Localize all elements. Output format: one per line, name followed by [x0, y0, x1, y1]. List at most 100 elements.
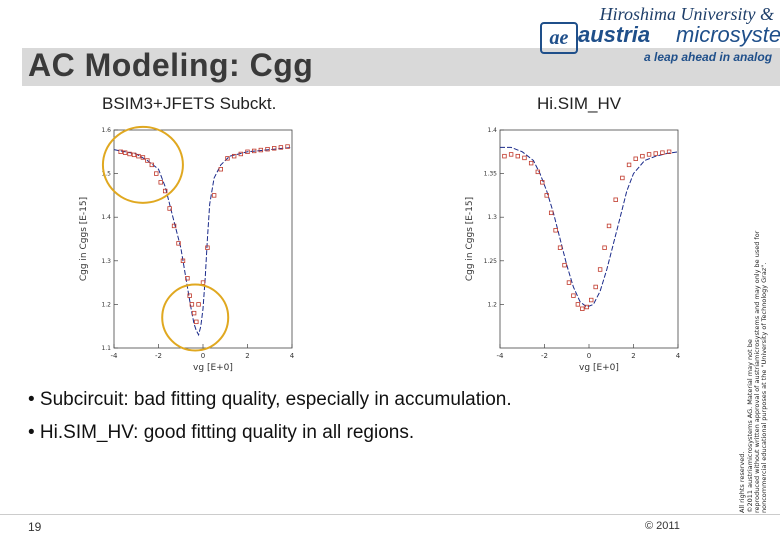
x-tick-label: 2: [245, 352, 249, 360]
measured-point: [660, 150, 665, 155]
measured-point: [171, 223, 177, 229]
measured-point: [271, 146, 277, 151]
y-tick-label: 1.25: [484, 258, 498, 265]
measured-point: [127, 151, 132, 157]
measured-point: [191, 310, 197, 316]
page-number: 19: [28, 520, 42, 534]
measured-point: [158, 180, 163, 185]
measured-point: [238, 151, 244, 157]
measured-point: [278, 145, 284, 150]
x-tick-label: 4: [290, 352, 295, 360]
measured-point: [653, 151, 658, 156]
x-axis-label: vg [E+0]: [579, 363, 619, 373]
measured-point: [218, 167, 223, 172]
measured-point: [200, 280, 206, 285]
highlight-circle: [161, 283, 230, 352]
legal-line-3: reproduced without written approval of a…: [753, 230, 761, 513]
bullet-hisim: • Hi.SIM_HV: good fitting quality in all…: [28, 422, 415, 443]
measured-point: [548, 210, 554, 216]
y-tick-label: 1.5: [101, 171, 111, 178]
measured-point: [265, 146, 270, 152]
footer-copyright: © 2011: [645, 520, 680, 532]
measured-point: [180, 258, 186, 263]
measured-point: [508, 152, 514, 157]
measured-point: [646, 152, 652, 157]
x-axis-label: vg [E+0]: [193, 363, 233, 373]
y-tick-label: 1.2: [101, 301, 111, 308]
measured-point: [251, 148, 257, 154]
measured-point: [245, 149, 250, 154]
measured-point: [553, 228, 558, 233]
measured-point: [535, 169, 541, 175]
y-tick-label: 1.6: [101, 127, 111, 134]
y-axis-label: Cgg in Cggs [E-15]: [465, 197, 475, 281]
model-curve-line: [113, 146, 293, 337]
measured-point: [162, 188, 168, 194]
model-curve-line: [500, 146, 679, 308]
measured-point: [154, 171, 159, 176]
measured-point: [566, 280, 572, 285]
measured-point: [187, 293, 192, 298]
measured-point: [540, 180, 545, 185]
measured-point: [620, 175, 625, 181]
measured-point: [118, 149, 123, 154]
x-tick-label: -2: [541, 352, 548, 360]
title-bar: [22, 48, 780, 86]
measured-point: [211, 193, 217, 198]
measured-point: [145, 158, 150, 163]
y-axis-label: Cgg in Cggs [E-15]: [79, 197, 89, 281]
measured-point: [597, 267, 603, 272]
measured-point: [606, 223, 612, 229]
measured-point: [167, 206, 172, 211]
measured-point: [544, 193, 549, 198]
x-tick-label: -4: [111, 352, 119, 360]
measured-point: [613, 197, 618, 202]
footer-divider: [0, 514, 780, 515]
y-tick-label: 1.2: [487, 301, 497, 308]
measured-point: [149, 162, 155, 168]
side-legal-notice: All rights reserved. ©2011 austriamicros…: [738, 230, 768, 513]
brand-tagline: a leap ahead in analog: [644, 50, 773, 64]
measured-point: [515, 153, 520, 159]
slide-title: AC Modeling: Cgg: [28, 47, 314, 83]
measured-point: [122, 150, 128, 155]
measured-point: [589, 297, 594, 303]
x-tick-label: 2: [631, 352, 635, 360]
measured-point: [225, 156, 230, 161]
left-chart: -4 -2 0 2 4 1.1 1.2 1.3 1.4 1.5 1.6 vg [E+0] Cgg in …: [79, 125, 295, 373]
measured-point: [640, 153, 645, 159]
measured-point: [231, 153, 237, 159]
legal-line-4: noncommercial educational purposes at th…: [760, 263, 768, 513]
x-tick-label: -4: [497, 352, 505, 360]
measured-point: [633, 156, 638, 161]
measured-point: [502, 153, 507, 159]
brand-logo-mark: ae: [540, 22, 578, 54]
brand-name-part1: austria: [578, 22, 651, 47]
measured-point: [205, 245, 210, 250]
institution-name: Hiroshima University &: [599, 4, 774, 24]
x-tick-label: 0: [201, 352, 205, 360]
plot-frame: [113, 129, 293, 349]
measured-point: [562, 262, 567, 268]
y-tick-label: 1.4: [101, 214, 111, 221]
right-chart: -4 -2 0 2 4 1.2 1.25 1.3 1.35 1.4 vg [E+0] Cgg in C…: [465, 127, 681, 373]
x-tick-label: 4: [676, 352, 681, 360]
measured-point: [185, 276, 190, 281]
highlight-circle: [101, 125, 184, 204]
measured-point: [575, 302, 581, 307]
measured-point: [584, 304, 589, 310]
y-tick-label: 1.35: [484, 171, 498, 178]
measured-point: [194, 319, 199, 325]
plot-frame: [499, 129, 679, 349]
measured-point: [626, 162, 632, 168]
legal-line-1: All rights reserved.: [738, 452, 746, 513]
legal-line-2: ©2011 austriamicrosystems AG. Material m…: [746, 339, 754, 513]
right-chart-caption: Hi.SIM_HV: [537, 94, 622, 113]
measured-point: [140, 155, 146, 160]
measured-point: [136, 153, 141, 159]
measured-point: [571, 293, 576, 298]
y-tick-label: 1.4: [487, 127, 497, 134]
measured-point: [131, 152, 137, 158]
measured-point: [285, 144, 290, 149]
y-tick-label: 1.3: [101, 258, 111, 265]
